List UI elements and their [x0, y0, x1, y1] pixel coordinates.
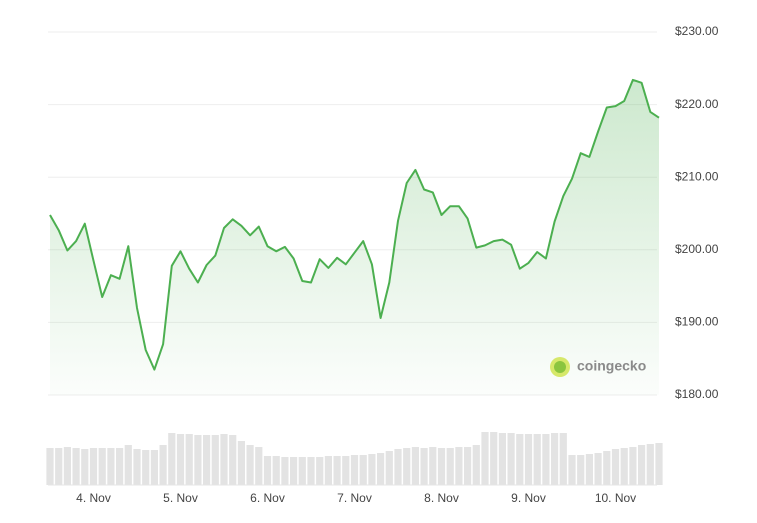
volume-bar — [316, 457, 324, 485]
volume-bar — [437, 448, 446, 485]
y-tick-label: $200.00 — [675, 242, 719, 256]
volume-bar — [429, 447, 437, 485]
volume-bar — [629, 447, 637, 485]
volume-bar — [203, 435, 211, 485]
volume-bar — [403, 448, 411, 485]
volume-bar — [281, 457, 289, 485]
watermark: coingecko — [577, 358, 646, 374]
y-tick-label: $230.00 — [675, 24, 719, 38]
volume-bar — [168, 433, 176, 485]
volume-bar — [655, 443, 663, 485]
volume-bar — [229, 435, 237, 485]
volume-bar — [342, 456, 350, 485]
volume-bar — [46, 448, 54, 485]
volume-bar — [638, 445, 646, 485]
watermark-logo-inner — [554, 361, 566, 373]
volume-bar — [585, 454, 593, 485]
volume-bar — [368, 454, 376, 485]
volume-bar — [159, 445, 167, 485]
y-tick-label: $190.00 — [675, 315, 719, 329]
volume-bar — [324, 456, 332, 485]
volume-bar — [263, 456, 272, 485]
volume-bar — [464, 447, 472, 485]
volume-bar — [272, 456, 280, 485]
volume-bar — [498, 433, 506, 485]
volume-bar — [490, 432, 498, 485]
x-tick-label: 10. Nov — [595, 491, 636, 505]
y-tick-label: $210.00 — [675, 169, 719, 183]
volume-bar — [516, 434, 524, 485]
volume-bar — [290, 457, 298, 485]
volume-bar — [603, 451, 611, 485]
volume-bar — [394, 449, 402, 485]
x-tick-label: 7. Nov — [337, 491, 372, 505]
volume-bar — [116, 448, 124, 485]
volume-bar — [377, 453, 385, 485]
volume-bar — [507, 433, 515, 485]
volume-bar — [185, 434, 193, 485]
volume-bar — [89, 448, 98, 485]
volume-bar — [237, 441, 245, 485]
x-tick-label: 5. Nov — [163, 491, 198, 505]
volume-bar — [646, 444, 654, 485]
volume-bar — [98, 448, 106, 485]
volume-bar — [333, 456, 341, 485]
volume-bar — [359, 455, 367, 485]
x-tick-label: 9. Nov — [511, 491, 546, 505]
volume-bar — [620, 448, 628, 485]
volume-bar — [142, 450, 150, 485]
volume-bar — [255, 447, 263, 485]
y-tick-label: $180.00 — [675, 387, 719, 401]
volume-bar — [150, 450, 158, 485]
volume-bar — [446, 448, 454, 485]
volume-bar — [455, 447, 463, 485]
volume-bar — [211, 435, 219, 485]
volume-bar — [133, 449, 141, 485]
volume-bar — [107, 448, 115, 485]
volume-bar — [542, 434, 550, 485]
price-area — [50, 79, 659, 396]
volume-bar — [81, 449, 89, 485]
volume-bar — [559, 433, 567, 485]
volume-bar — [220, 434, 228, 485]
volume-bar — [411, 447, 419, 485]
volume-bar — [533, 434, 541, 485]
volume-bar — [176, 434, 185, 485]
volume-bar — [524, 434, 533, 485]
volume-bar — [577, 455, 585, 485]
volume-bar — [551, 433, 559, 485]
volume-bar — [350, 455, 359, 485]
volume-bar — [568, 455, 576, 485]
volume-bar — [63, 447, 71, 485]
volume-bar — [472, 445, 480, 485]
volume-bar — [611, 449, 620, 485]
price-line — [49, 78, 660, 371]
volume-bar — [194, 435, 202, 485]
x-tick-label: 4. Nov — [76, 491, 111, 505]
volume-bar — [246, 445, 254, 485]
volume-bar — [481, 432, 489, 485]
volume-bar — [298, 457, 306, 485]
x-tick-label: 8. Nov — [424, 491, 459, 505]
y-tick-label: $220.00 — [675, 97, 719, 111]
volume-bar — [420, 448, 428, 485]
volume-bar — [385, 451, 393, 485]
volume-bar — [55, 448, 63, 485]
volume-bar — [594, 453, 602, 485]
volume-bar — [307, 457, 315, 485]
volume-bar — [72, 448, 80, 485]
x-tick-label: 6. Nov — [250, 491, 285, 505]
volume-bar — [124, 445, 132, 485]
